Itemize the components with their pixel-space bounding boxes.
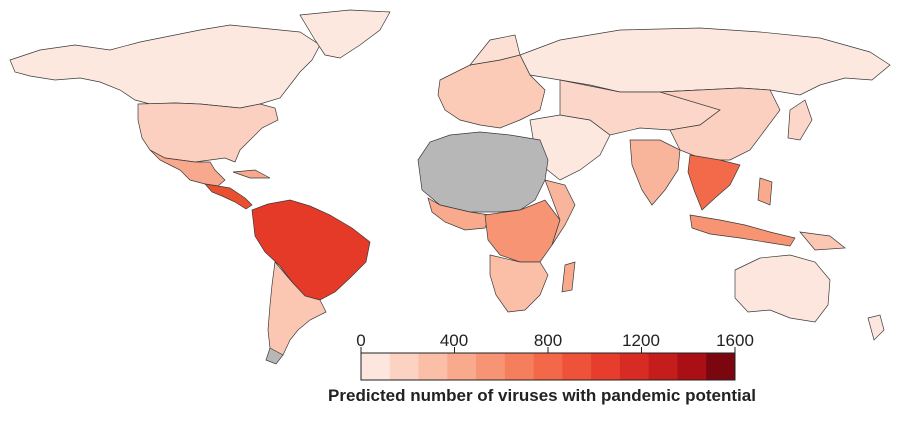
eurasia [437, 27, 891, 211]
china [659, 87, 781, 161]
papua [799, 231, 846, 251]
cuba [232, 169, 271, 179]
north-america [9, 9, 391, 210]
madagascar [561, 261, 576, 293]
south-america [251, 199, 371, 365]
japan [787, 99, 813, 141]
north-africa-no-data [417, 131, 549, 213]
africa [417, 131, 576, 313]
central-africa [484, 199, 561, 263]
canada-alaska [9, 24, 321, 109]
patagonia-grey [265, 347, 284, 365]
scandinavia [469, 34, 521, 66]
australia [734, 254, 831, 323]
usa [137, 102, 279, 163]
southern-cone [267, 261, 327, 363]
india [629, 139, 681, 206]
new-zealand [867, 314, 885, 341]
west-africa [427, 197, 491, 231]
philippines [757, 177, 773, 206]
east-africa [544, 179, 576, 246]
greenland [299, 9, 391, 59]
southern-africa [489, 254, 549, 313]
southeast-asia [687, 154, 741, 211]
russia [519, 27, 891, 96]
amazon-region [251, 199, 371, 301]
indonesia [689, 214, 796, 247]
oceania [689, 177, 885, 341]
central-america [204, 183, 253, 210]
mexico [149, 149, 226, 187]
